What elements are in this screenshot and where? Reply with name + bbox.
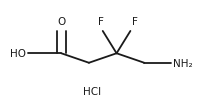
Text: HCl: HCl [83,86,101,96]
Text: F: F [98,17,104,27]
Text: HO: HO [10,49,26,59]
Text: O: O [57,17,65,27]
Text: F: F [132,17,138,27]
Text: NH₂: NH₂ [173,58,193,68]
